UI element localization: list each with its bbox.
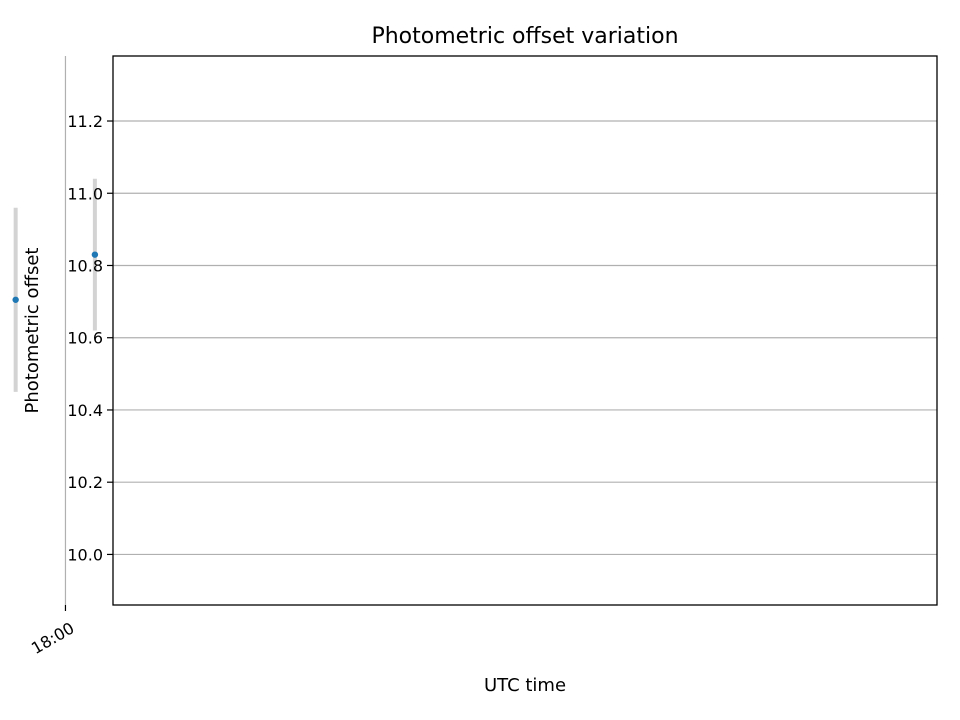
y-tick-label: 10.0 (67, 545, 103, 564)
y-tick-label: 10.4 (67, 401, 103, 420)
y-tick-label: 10.8 (67, 256, 103, 275)
data-point (12, 296, 19, 303)
y-tick-label: 10.2 (67, 473, 103, 492)
data-point (91, 251, 99, 258)
y-tick-label: 11.0 (67, 184, 103, 203)
y-axis-label: Photometric offset (22, 248, 43, 414)
plot-area-frame (112, 55, 938, 606)
y-tick-label: 10.6 (67, 329, 103, 348)
grid (64, 56, 937, 605)
data-points (12, 251, 99, 303)
y-tick-label: 11.2 (67, 112, 103, 131)
x-axis-label: UTC time (484, 675, 566, 696)
chart-title: Photometric offset variation (371, 24, 678, 49)
